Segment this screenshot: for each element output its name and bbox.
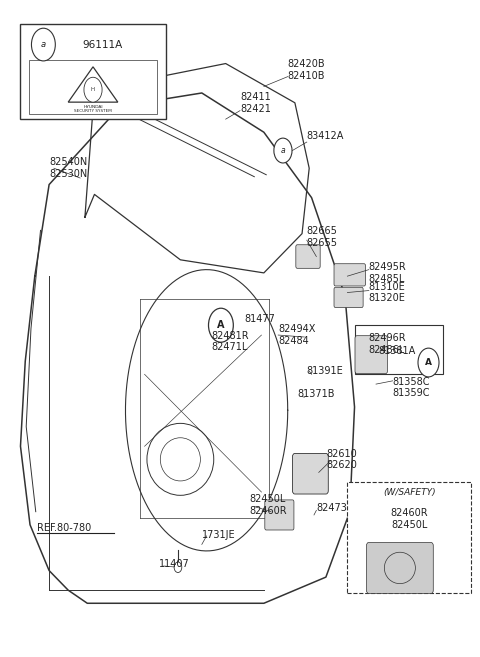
Text: (W/SAFETY): (W/SAFETY) bbox=[383, 487, 436, 497]
Text: 82665
82655: 82665 82655 bbox=[307, 226, 338, 248]
Text: 82460R
82450L: 82460R 82450L bbox=[391, 509, 428, 530]
Text: 11407: 11407 bbox=[159, 559, 190, 569]
Text: 82540N
82530N: 82540N 82530N bbox=[49, 158, 87, 179]
FancyBboxPatch shape bbox=[355, 336, 387, 374]
Text: REF.80-780: REF.80-780 bbox=[37, 523, 91, 533]
FancyBboxPatch shape bbox=[366, 543, 433, 593]
Text: 82481R
82471L: 82481R 82471L bbox=[211, 330, 249, 352]
FancyBboxPatch shape bbox=[296, 245, 320, 268]
Text: 82494X
82484: 82494X 82484 bbox=[278, 325, 315, 346]
Text: A: A bbox=[217, 320, 225, 330]
Circle shape bbox=[418, 348, 439, 377]
Text: 82496R
82486L: 82496R 82486L bbox=[368, 333, 406, 355]
Text: H: H bbox=[91, 87, 95, 92]
FancyBboxPatch shape bbox=[355, 325, 443, 374]
Text: 82420B
82410B: 82420B 82410B bbox=[288, 59, 325, 81]
Text: a: a bbox=[41, 40, 46, 49]
Text: A: A bbox=[425, 358, 432, 367]
Circle shape bbox=[32, 28, 55, 61]
Circle shape bbox=[174, 562, 182, 572]
Text: 81477: 81477 bbox=[245, 313, 276, 324]
Text: 81310E
81320E: 81310E 81320E bbox=[369, 282, 406, 304]
Text: 81381A: 81381A bbox=[378, 346, 416, 356]
Text: 96111A: 96111A bbox=[83, 39, 123, 49]
Circle shape bbox=[84, 78, 102, 102]
FancyBboxPatch shape bbox=[292, 453, 328, 494]
FancyBboxPatch shape bbox=[348, 482, 471, 593]
Text: 1731JE: 1731JE bbox=[202, 530, 236, 539]
Text: 81358C
81359C: 81358C 81359C bbox=[393, 376, 430, 398]
Text: 82495R
82485L: 82495R 82485L bbox=[369, 262, 407, 284]
Text: SECURITY SYSTEM: SECURITY SYSTEM bbox=[74, 108, 112, 113]
Polygon shape bbox=[68, 67, 118, 102]
FancyBboxPatch shape bbox=[29, 60, 157, 114]
FancyBboxPatch shape bbox=[334, 263, 365, 286]
Text: 81371B: 81371B bbox=[297, 389, 335, 399]
Text: HYUNDAI: HYUNDAI bbox=[83, 104, 103, 109]
Text: 82473: 82473 bbox=[316, 503, 347, 513]
Text: 82411
82421: 82411 82421 bbox=[240, 92, 271, 114]
Text: 81391E: 81391E bbox=[307, 366, 344, 376]
Text: a: a bbox=[281, 146, 285, 155]
Circle shape bbox=[274, 138, 292, 163]
Text: 82610
82620: 82610 82620 bbox=[326, 449, 357, 470]
FancyBboxPatch shape bbox=[265, 500, 294, 530]
FancyBboxPatch shape bbox=[21, 24, 166, 119]
Text: 83412A: 83412A bbox=[307, 131, 344, 141]
Text: 82450L
82460R: 82450L 82460R bbox=[250, 494, 287, 516]
Circle shape bbox=[208, 308, 233, 342]
FancyBboxPatch shape bbox=[334, 287, 363, 307]
